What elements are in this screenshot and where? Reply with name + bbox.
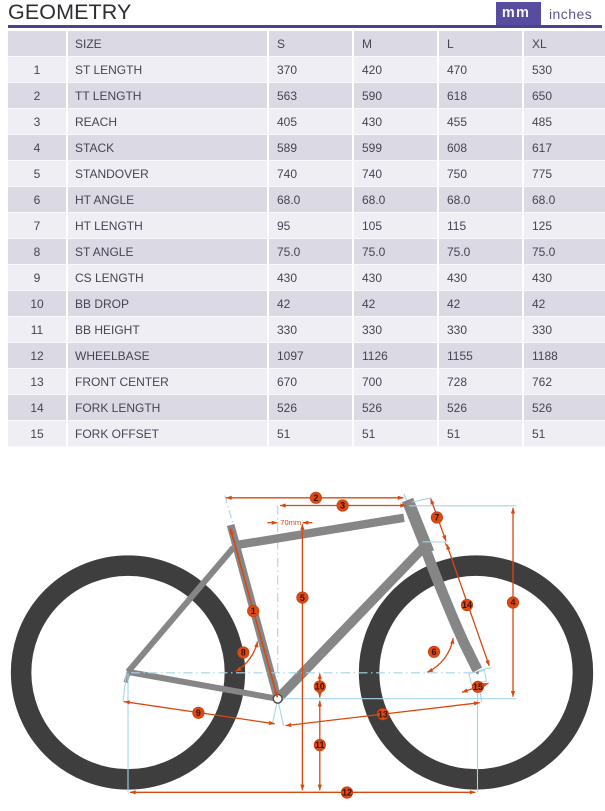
svg-text:8: 8: [241, 648, 246, 658]
svg-text:70mm: 70mm: [280, 518, 301, 527]
svg-text:6: 6: [431, 647, 436, 657]
svg-text:2: 2: [313, 493, 318, 503]
svg-text:5: 5: [300, 593, 305, 603]
svg-text:3: 3: [340, 501, 345, 511]
svg-text:4: 4: [510, 598, 515, 608]
svg-text:9: 9: [196, 708, 201, 718]
svg-text:11: 11: [315, 740, 325, 750]
svg-text:13: 13: [378, 709, 388, 719]
svg-text:7: 7: [434, 513, 439, 523]
svg-text:14: 14: [462, 600, 472, 610]
svg-text:1: 1: [251, 606, 256, 616]
svg-text:10: 10: [315, 682, 325, 692]
svg-text:15: 15: [473, 682, 483, 692]
svg-text:12: 12: [342, 788, 352, 798]
